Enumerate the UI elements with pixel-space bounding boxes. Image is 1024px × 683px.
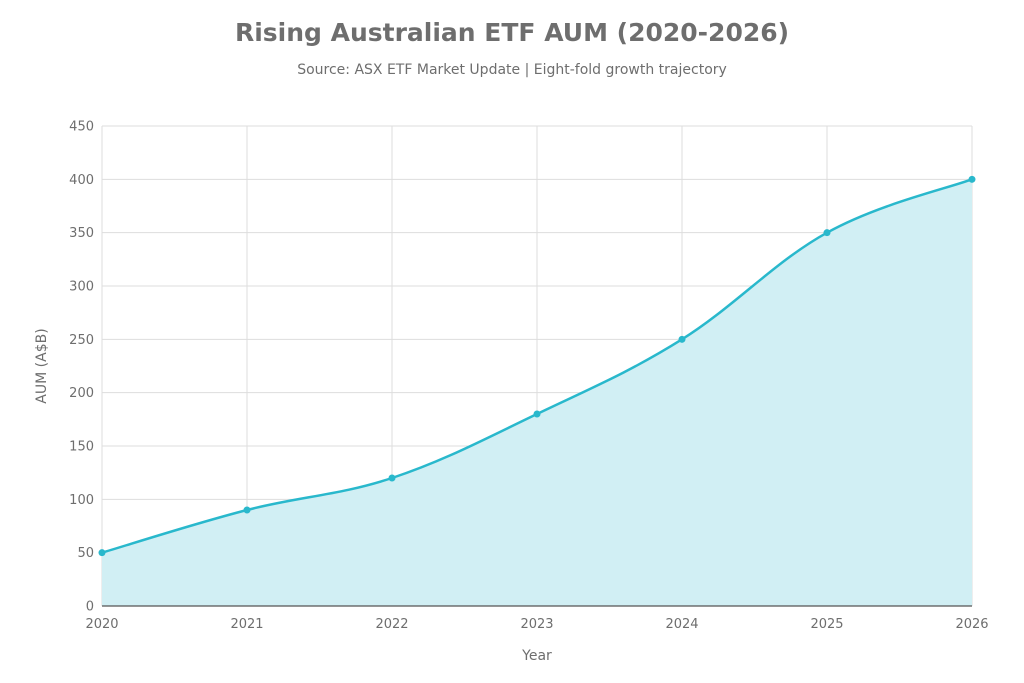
chart-subtitle: Source: ASX ETF Market Update | Eight-fo… [297, 62, 727, 78]
x-tick-label: 2026 [955, 617, 988, 632]
y-tick-label: 50 [77, 546, 94, 561]
data-point [823, 229, 831, 237]
y-tick-label: 250 [69, 333, 94, 348]
y-axis-title: AUM (A$B) [34, 328, 50, 403]
x-tick-label: 2024 [665, 617, 698, 632]
x-axis-title: Year [521, 648, 552, 664]
data-points [98, 175, 976, 557]
x-tick-label: 2020 [85, 617, 118, 632]
x-tick-label: 2023 [520, 617, 553, 632]
y-tick-label: 450 [69, 120, 94, 135]
x-tick-label: 2021 [230, 617, 263, 632]
y-tick-label: 200 [69, 386, 94, 401]
data-point [678, 335, 686, 343]
y-tick-labels: 0 50 100 150 200 250 300 350 400 450 [69, 120, 94, 615]
x-tick-label: 2022 [375, 617, 408, 632]
chart-title: Rising Australian ETF AUM (2020-2026) [234, 18, 790, 47]
y-tick-label: 150 [69, 440, 94, 455]
y-tick-label: 400 [69, 173, 94, 188]
y-tick-label: 100 [69, 493, 94, 508]
y-tick-label: 300 [69, 280, 94, 295]
y-tick-label: 350 [69, 226, 94, 241]
y-tick-label: 0 [86, 600, 94, 615]
data-point [533, 410, 541, 418]
x-tick-label: 2025 [810, 617, 843, 632]
data-point [968, 175, 976, 183]
data-point [98, 549, 106, 557]
x-tick-labels: 2020 2021 2022 2023 2024 2025 2026 [85, 617, 988, 632]
data-point [243, 506, 251, 514]
data-point [388, 474, 396, 482]
